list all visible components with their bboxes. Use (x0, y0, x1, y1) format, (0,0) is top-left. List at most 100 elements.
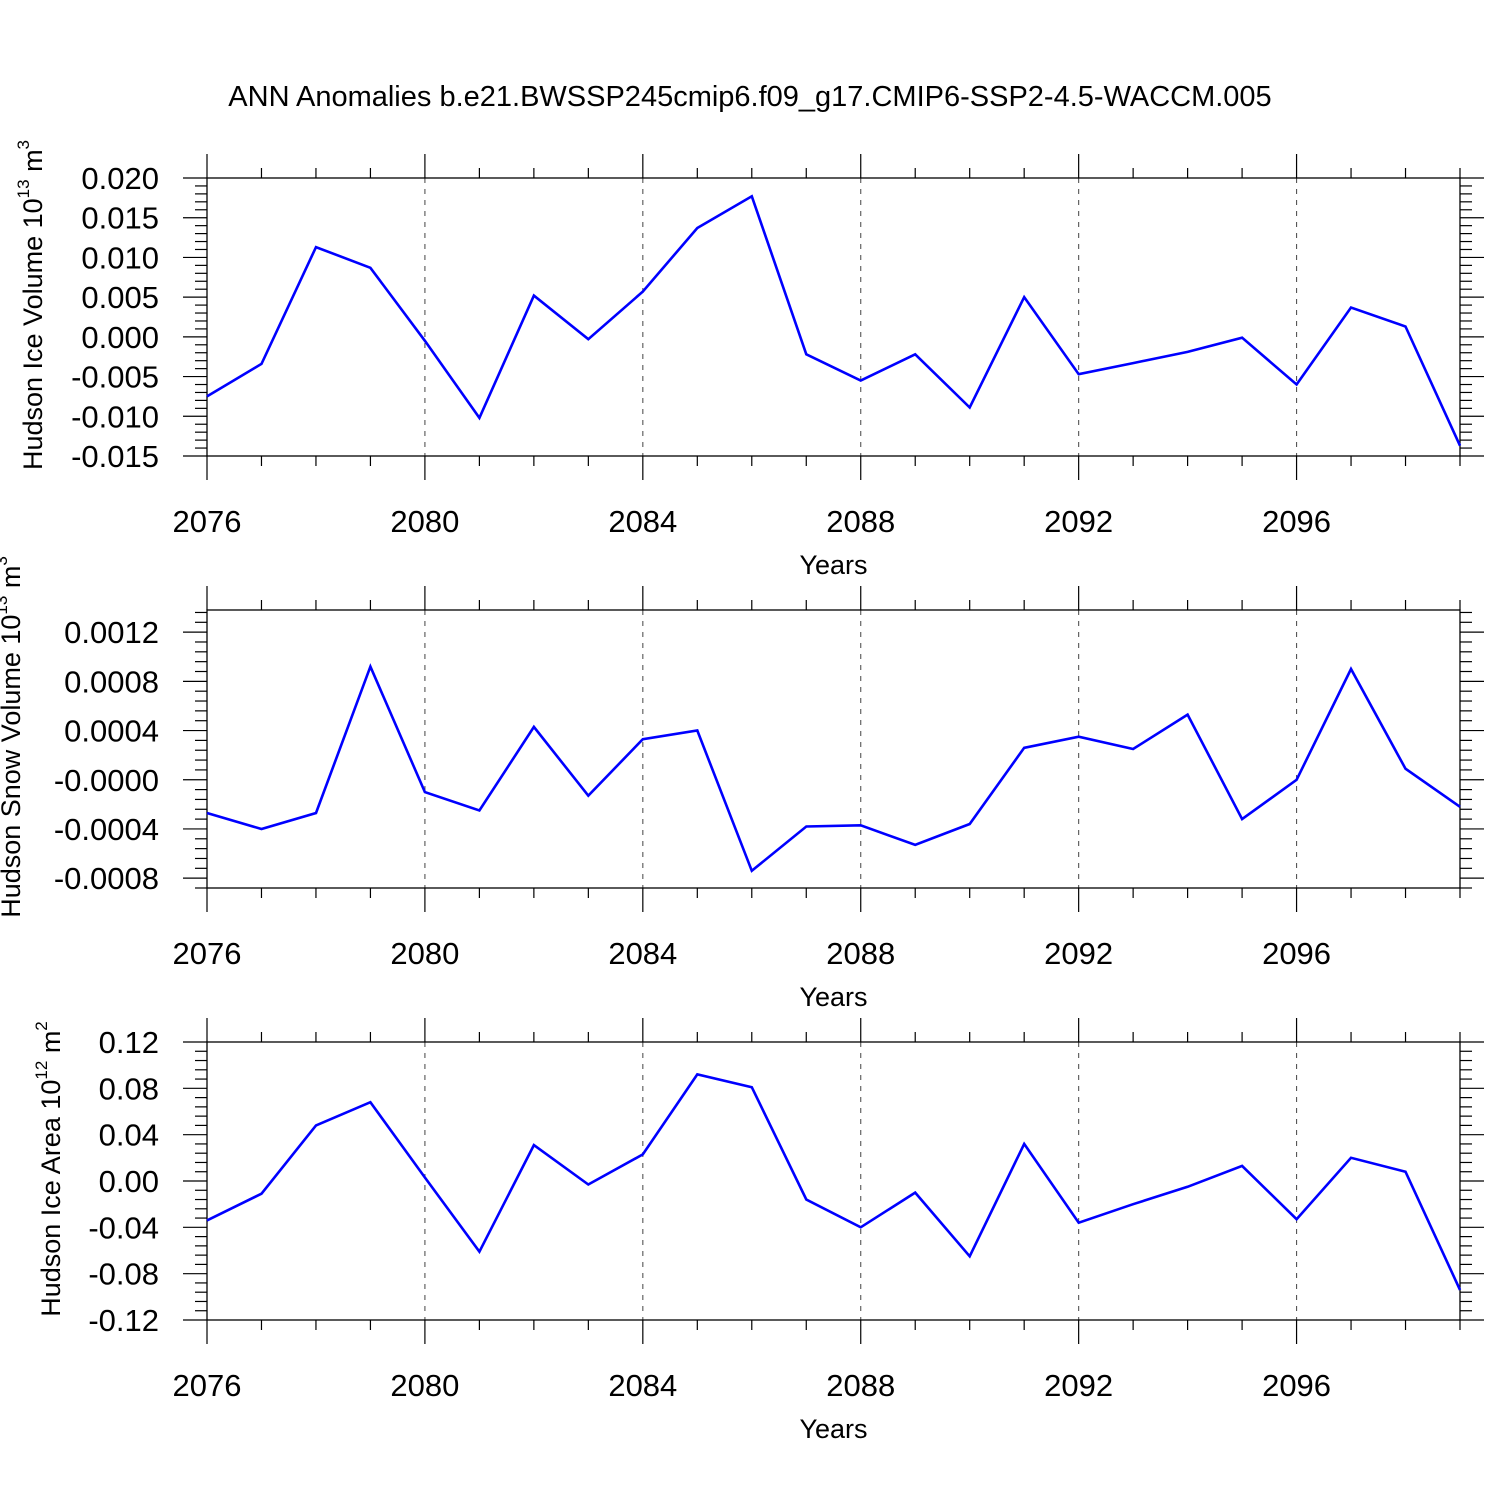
x-tick-label: 2088 (826, 1368, 895, 1403)
data-point (750, 1085, 754, 1089)
data-point (1186, 1185, 1190, 1189)
y-axis-label-exponent: 13 (14, 179, 33, 198)
y-axis-label-exponent: 13 (0, 596, 11, 615)
y-axis-label-text: Hudson Snow Volume 10 (0, 615, 26, 918)
chart-title: ANN Anomalies b.e21.BWSSP245cmip6.f09_g1… (228, 81, 1271, 113)
data-point (477, 416, 481, 420)
y-tick-label: -0.0008 (54, 861, 159, 896)
y-axis-label-unit: m (36, 1031, 66, 1061)
y-tick-label: 0.12 (99, 1025, 159, 1060)
x-axis-label: Years (799, 550, 867, 580)
data-point (1404, 1170, 1408, 1174)
data-point (750, 869, 754, 873)
chart-panels: 2076 2080 2084 2088 2092 2096 -0.015 -0.010 -0.0… (0, 140, 1484, 1444)
x-tick-label: 2092 (1044, 504, 1113, 539)
data-point (205, 1218, 209, 1222)
data-point (423, 790, 427, 794)
data-point (1131, 747, 1135, 751)
x-tick-label: 2080 (390, 504, 459, 539)
x-tick-label: 2092 (1044, 936, 1113, 971)
data-point (968, 1254, 972, 1258)
data-point (1022, 1142, 1026, 1146)
data-point (1077, 1221, 1081, 1225)
x-tick-label: 2076 (173, 936, 242, 971)
y-tick-label: 0.0012 (64, 615, 159, 650)
y-tick-label: 0.005 (81, 280, 159, 315)
x-tick-label: 2080 (390, 936, 459, 971)
data-point (968, 822, 972, 826)
data-point (804, 824, 808, 828)
y-tick-label: 0.00 (99, 1164, 159, 1199)
y-axis-label: Hudson Snow Volume 1013 m3 (0, 556, 26, 918)
panel-2: 2076 2080 2084 2088 2092 2096 -0.0008 -0.0004 -0… (0, 556, 1484, 1012)
data-point (1240, 1164, 1244, 1168)
data-point (1186, 350, 1190, 354)
data-point (1295, 1217, 1299, 1221)
data-point (1349, 667, 1353, 671)
x-tick-label: 2088 (826, 504, 895, 539)
data-point (368, 665, 372, 669)
x-tick-label: 2084 (608, 1368, 677, 1403)
y-axis-label-text: Hudson Ice Volume 10 (18, 198, 48, 470)
data-point (1077, 372, 1081, 376)
x-axis-label: Years (799, 1414, 867, 1444)
y-axis-label-unit-exponent: 3 (14, 140, 33, 149)
panel-3: 2076 2080 2084 2088 2092 2096 -0.12 -0.08 -0.04 0… (32, 1018, 1484, 1444)
y-tick-label: 0.015 (81, 201, 159, 236)
data-point (259, 362, 263, 366)
y-axis-label-unit: m (18, 149, 48, 179)
data-point (1404, 325, 1408, 329)
data-point (532, 1143, 536, 1147)
data-point (1404, 767, 1408, 771)
y-axis-label-unit-exponent: 2 (32, 1021, 51, 1030)
data-point (314, 1123, 318, 1127)
plot-frame (206, 177, 1461, 457)
data-point (641, 1152, 645, 1156)
data-point (314, 811, 318, 815)
data-point (586, 794, 590, 798)
data-point (259, 1192, 263, 1196)
y-tick-label: 0.020 (81, 161, 159, 196)
y-axis-label: Hudson Ice Volume 1013 m3 (14, 140, 48, 470)
data-point (968, 406, 972, 410)
y-tick-label: -0.0000 (54, 763, 159, 798)
y-tick-label: -0.005 (71, 360, 159, 395)
data-point (641, 737, 645, 741)
data-point (205, 394, 209, 398)
data-point (1458, 805, 1462, 809)
data-point (1131, 1202, 1135, 1206)
y-tick-label: 0.08 (99, 1071, 159, 1106)
y-tick-label: 0.0004 (64, 714, 159, 749)
y-tick-label: -0.0004 (54, 812, 159, 847)
y-tick-label: -0.04 (88, 1210, 159, 1245)
data-point (859, 823, 863, 827)
data-point (695, 1072, 699, 1076)
y-tick-label: 0.000 (81, 320, 159, 355)
data-point (804, 1198, 808, 1202)
data-point (913, 1191, 917, 1195)
y-axis-label-exponent: 12 (32, 1061, 51, 1080)
x-tick-label: 2092 (1044, 1368, 1113, 1403)
data-point (913, 352, 917, 356)
data-point (1022, 295, 1026, 299)
data-point (1240, 817, 1244, 821)
y-axis-label-unit-exponent: 3 (0, 556, 11, 565)
y-tick-label: 0.04 (99, 1118, 159, 1153)
data-point (695, 729, 699, 733)
panel-1: 2076 2080 2084 2088 2092 2096 -0.015 -0.010 -0.0… (14, 140, 1484, 580)
data-point (205, 811, 209, 815)
y-tick-label: 0.010 (81, 240, 159, 275)
x-tick-label: 2080 (390, 1368, 459, 1403)
data-point (532, 725, 536, 729)
data-point (1022, 746, 1026, 750)
x-tick-label: 2076 (173, 1368, 242, 1403)
data-point (641, 290, 645, 294)
x-tick-label: 2096 (1262, 1368, 1331, 1403)
y-tick-label: -0.08 (88, 1257, 159, 1292)
x-axis-label: Years (799, 982, 867, 1012)
data-point (1240, 336, 1244, 340)
x-tick-label: 2084 (608, 936, 677, 971)
data-point (314, 245, 318, 249)
data-point (1458, 444, 1462, 448)
